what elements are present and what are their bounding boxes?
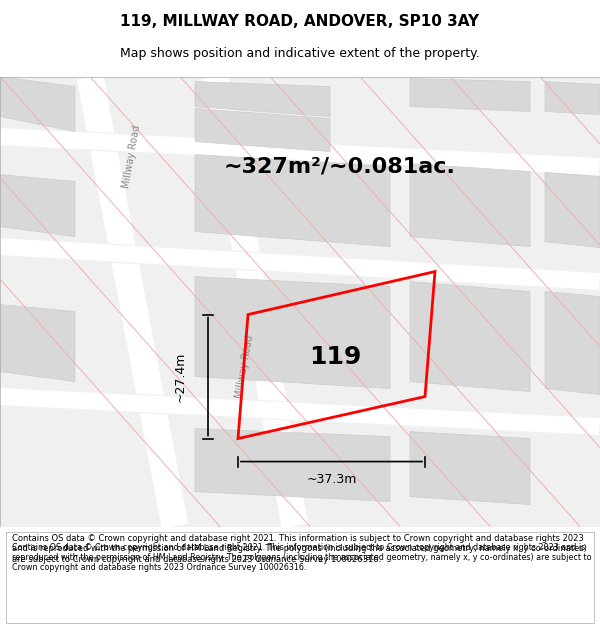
Polygon shape — [195, 429, 390, 501]
Text: 119: 119 — [309, 344, 361, 369]
Polygon shape — [0, 304, 75, 381]
Text: Contains OS data © Crown copyright and database right 2021. This information is : Contains OS data © Crown copyright and d… — [12, 542, 592, 572]
Polygon shape — [410, 164, 530, 246]
Polygon shape — [0, 76, 75, 131]
Text: ~27.4m: ~27.4m — [173, 351, 187, 402]
Text: ~327m²/~0.081ac.: ~327m²/~0.081ac. — [224, 156, 456, 176]
Text: Map shows position and indicative extent of the property.: Map shows position and indicative extent… — [120, 48, 480, 61]
Polygon shape — [195, 276, 390, 389]
FancyBboxPatch shape — [6, 532, 594, 623]
Polygon shape — [0, 238, 600, 291]
Polygon shape — [545, 81, 600, 114]
Polygon shape — [545, 291, 600, 394]
Text: Millway Road: Millway Road — [122, 124, 142, 189]
Text: Millway Road: Millway Road — [235, 334, 256, 399]
Polygon shape — [195, 109, 330, 151]
Polygon shape — [410, 431, 530, 504]
Text: Contains OS data © Crown copyright and database right 2021. This information is : Contains OS data © Crown copyright and d… — [12, 534, 587, 564]
Polygon shape — [195, 81, 330, 116]
Polygon shape — [0, 127, 600, 176]
Polygon shape — [201, 74, 309, 529]
Polygon shape — [0, 174, 75, 236]
Text: ~37.3m: ~37.3m — [307, 473, 356, 486]
Polygon shape — [76, 74, 189, 529]
Polygon shape — [410, 79, 530, 111]
Text: 119, MILLWAY ROAD, ANDOVER, SP10 3AY: 119, MILLWAY ROAD, ANDOVER, SP10 3AY — [121, 14, 479, 29]
Polygon shape — [0, 388, 600, 436]
Polygon shape — [545, 173, 600, 248]
Polygon shape — [410, 281, 530, 391]
Polygon shape — [195, 154, 390, 246]
